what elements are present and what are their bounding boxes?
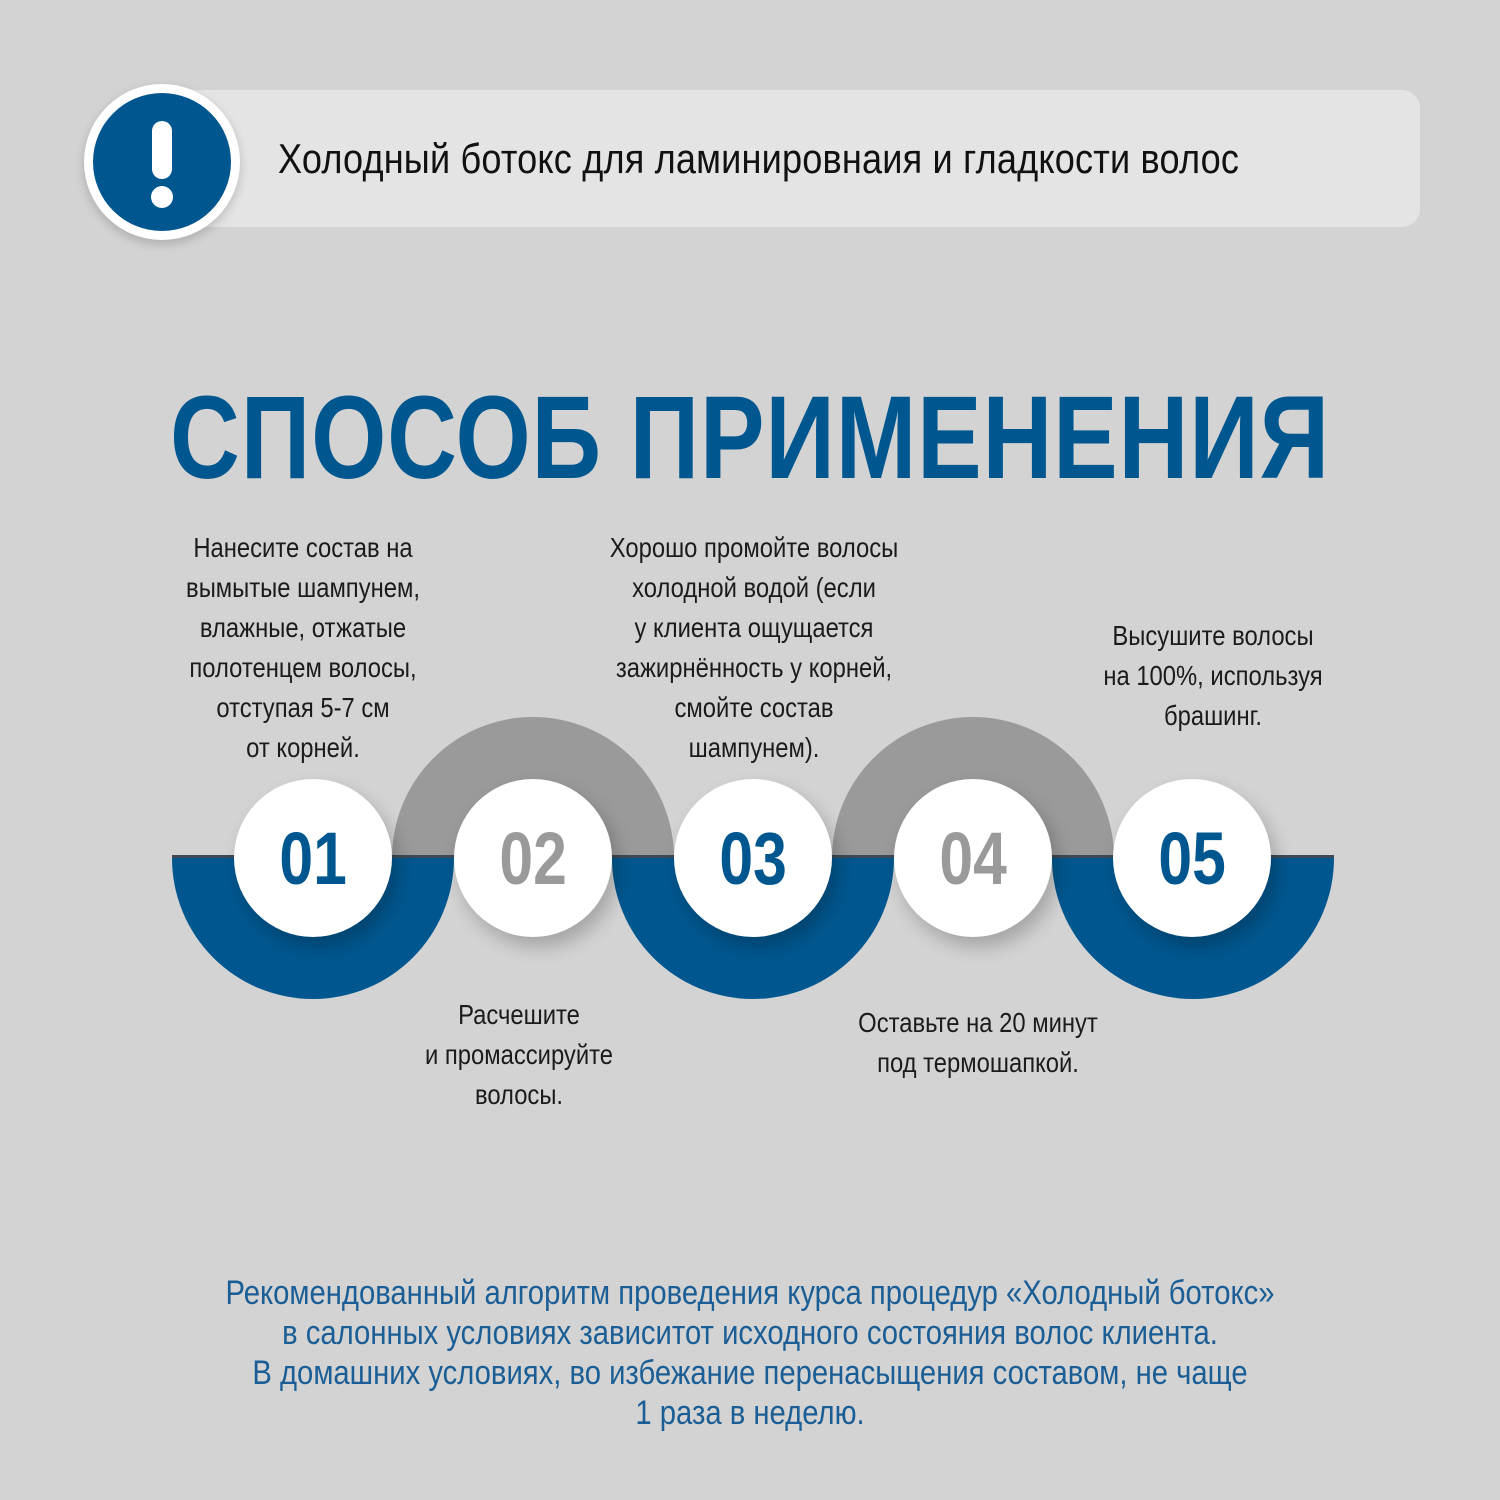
page-title: СПОСОБ ПРИМЕНЕНИЯ <box>170 372 1330 504</box>
step-number-03: 03 <box>674 779 832 937</box>
exclamation-icon <box>93 93 231 231</box>
step-number-04: 04 <box>894 779 1052 937</box>
step-number-02: 02 <box>454 779 612 937</box>
step-text-04: Оставьте на 20 минут под термошапкой. <box>858 1007 1098 1078</box>
header-bar <box>160 90 1420 227</box>
footer-note: Рекомендованный алгоритм проведения курс… <box>225 1274 1275 1432</box>
step-number-label: 02 <box>499 816 567 900</box>
header-text: Холодный ботокс для ламинировнаия и глад… <box>278 134 1240 182</box>
step-text-02: Расчешите и промассируйте волосы. <box>424 999 613 1110</box>
step-text-01: Нанесите состав на вымытые шампунем, вла… <box>186 532 420 763</box>
step-number-label: 05 <box>1158 816 1226 900</box>
alert-badge <box>84 84 240 240</box>
step-text-03: Хорошо промойте волосы холодной водой (е… <box>609 532 899 763</box>
step-text-05: Высушите волосы на 100%, используя браши… <box>1103 620 1323 731</box>
step-number-label: 03 <box>719 816 787 900</box>
step-number-05: 05 <box>1113 779 1271 937</box>
step-number-label: 04 <box>939 816 1007 900</box>
step-number-label: 01 <box>279 816 347 900</box>
step-number-01: 01 <box>234 779 392 937</box>
